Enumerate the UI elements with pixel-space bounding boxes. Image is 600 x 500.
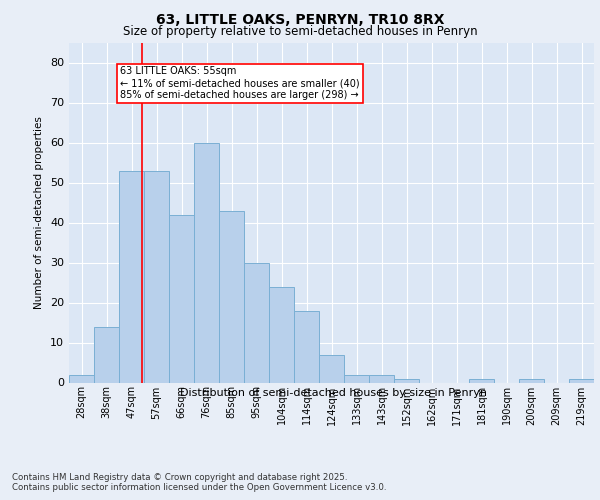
Bar — [569, 378, 594, 382]
Bar — [344, 374, 369, 382]
Bar — [69, 374, 94, 382]
Text: Size of property relative to semi-detached houses in Penryn: Size of property relative to semi-detach… — [122, 25, 478, 38]
Bar — [519, 378, 544, 382]
Bar — [269, 286, 294, 382]
Bar — [369, 374, 394, 382]
Bar — [119, 170, 144, 382]
Bar — [194, 142, 219, 382]
Bar — [394, 378, 419, 382]
Text: Distribution of semi-detached houses by size in Penryn: Distribution of semi-detached houses by … — [179, 388, 487, 398]
Y-axis label: Number of semi-detached properties: Number of semi-detached properties — [34, 116, 44, 309]
Bar — [319, 354, 344, 382]
Bar — [144, 170, 169, 382]
Bar — [169, 214, 194, 382]
Bar — [469, 378, 494, 382]
Bar — [94, 326, 119, 382]
Bar — [244, 262, 269, 382]
Bar — [219, 210, 244, 382]
Bar — [294, 310, 319, 382]
Text: Contains HM Land Registry data © Crown copyright and database right 2025.
Contai: Contains HM Land Registry data © Crown c… — [12, 472, 386, 492]
Text: 63, LITTLE OAKS, PENRYN, TR10 8RX: 63, LITTLE OAKS, PENRYN, TR10 8RX — [156, 12, 444, 26]
Text: 63 LITTLE OAKS: 55sqm
← 11% of semi-detached houses are smaller (40)
85% of semi: 63 LITTLE OAKS: 55sqm ← 11% of semi-deta… — [120, 66, 360, 100]
